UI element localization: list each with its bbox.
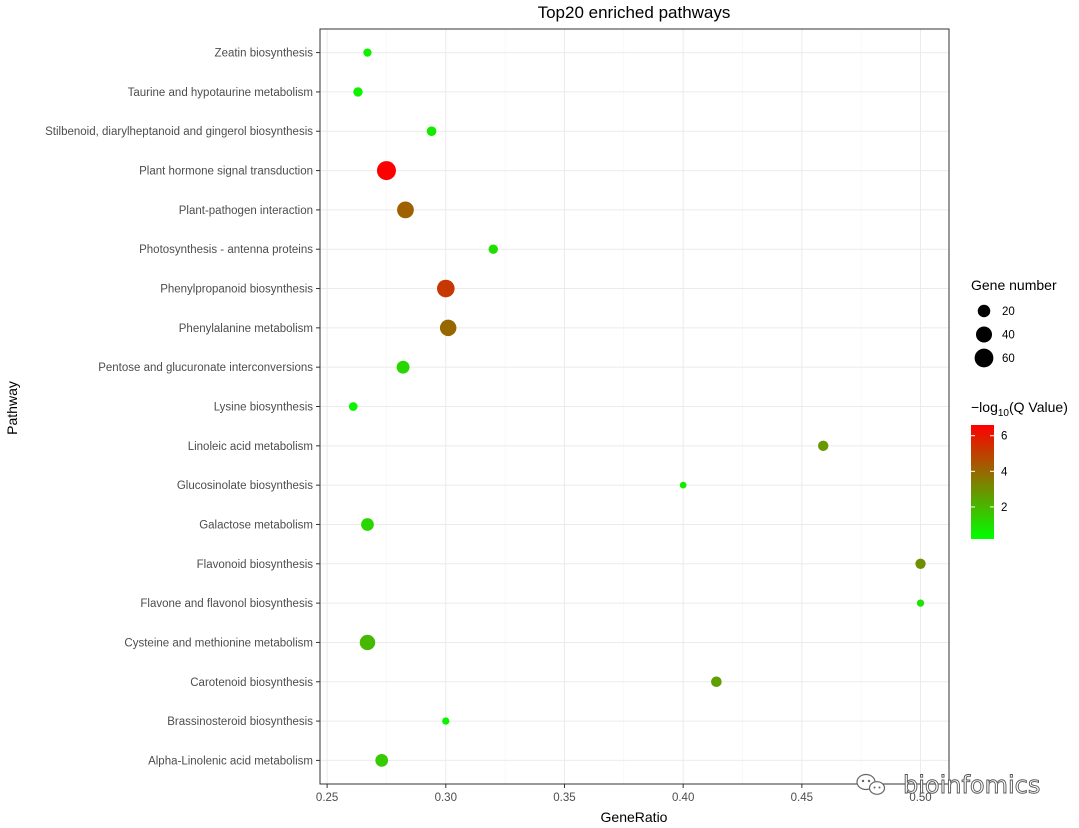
size-legend-label: 60	[1002, 353, 1015, 365]
y-tick-label: Linoleic acid metabolism	[188, 441, 313, 453]
watermark: bioinfomics	[856, 771, 1041, 799]
data-point	[397, 201, 414, 219]
data-point	[711, 676, 722, 688]
data-point	[376, 161, 396, 181]
y-tick-label: Stilbenoid, diarylheptanoid and gingerol…	[45, 126, 313, 138]
y-tick-label: Phenylpropanoid biosynthesis	[160, 284, 313, 296]
y-tick-label: Plant hormone signal transduction	[139, 166, 313, 178]
x-axis: 0.25 0.30 0.35 0.40 0.45 0.50	[316, 784, 932, 804]
color-legend-title-suffix: (Q Value)	[1009, 399, 1068, 415]
data-point	[488, 244, 498, 254]
y-tick-label: Alpha-Linolenic acid metabolism	[148, 755, 313, 767]
size-legend-key	[975, 326, 993, 343]
y-tick-label: Taurine and hypotaurine metabolism	[128, 87, 313, 99]
color-legend: −log10(Q Value) 2 4 6	[971, 399, 1068, 539]
data-point	[353, 87, 363, 97]
y-tick-label: Pentose and glucuronate interconversions	[98, 362, 313, 374]
data-point	[916, 599, 925, 607]
data-point	[396, 360, 410, 374]
y-tick-label: Plant-pathogen interaction	[179, 205, 313, 217]
wechat-icon	[856, 773, 886, 795]
data-point	[363, 48, 372, 57]
data-point	[818, 440, 829, 451]
size-legend: Gene number 20 40 60	[971, 277, 1057, 368]
color-legend-bar	[971, 425, 994, 539]
y-tick-label: Galactose metabolism	[199, 519, 313, 531]
data-point	[915, 558, 926, 569]
color-legend-title: −log10(Q Value)	[971, 399, 1068, 419]
y-tick-label: Glucosinolate biosynthesis	[177, 480, 313, 492]
color-legend-title-prefix: −log	[971, 399, 998, 415]
x-tick-label: 0.45	[791, 792, 813, 804]
data-point	[679, 481, 687, 489]
data-point	[375, 754, 389, 767]
y-tick-label: Brassinosteroid biosynthesis	[167, 716, 313, 728]
data-point	[348, 402, 358, 411]
data-point	[359, 634, 376, 651]
y-axis: Zeatin biosynthesis Taurine and hypotauri…	[45, 48, 320, 767]
x-axis-title: GeneRatio	[601, 809, 668, 825]
color-legend-label: 6	[1001, 431, 1007, 443]
x-tick-label: 0.40	[672, 792, 694, 804]
y-tick-label: Cysteine and methionine metabolism	[124, 637, 313, 649]
data-point	[442, 717, 450, 725]
y-tick-label: Carotenoid biosynthesis	[190, 677, 313, 689]
y-tick-label: Zeatin biosynthesis	[215, 48, 314, 60]
grid	[320, 29, 949, 784]
y-tick-label: Flavonoid biosynthesis	[197, 559, 314, 571]
size-legend-key	[977, 304, 991, 318]
y-tick-label: Photosynthesis - antenna proteins	[139, 244, 313, 256]
x-tick-label: 0.50	[909, 792, 931, 804]
chart-title: Top20 enriched pathways	[538, 3, 731, 22]
size-legend-key	[974, 348, 994, 368]
data-point	[439, 319, 457, 337]
y-tick-label: Lysine biosynthesis	[214, 402, 314, 414]
watermark-text: bioinfomics	[903, 771, 1040, 799]
data-point	[361, 518, 374, 531]
color-legend-title-subscript: 10	[998, 408, 1010, 419]
data-point	[426, 126, 437, 137]
data-point	[436, 279, 455, 298]
color-legend-label: 4	[1001, 466, 1008, 478]
x-tick-label: 0.25	[316, 792, 338, 804]
size-legend-title: Gene number	[971, 277, 1057, 293]
y-tick-label: Phenylalanine metabolism	[179, 323, 313, 335]
size-legend-label: 20	[1002, 306, 1015, 318]
x-tick-label: 0.30	[435, 792, 457, 804]
x-tick-label: 0.35	[553, 792, 575, 804]
data-points	[348, 48, 926, 767]
color-legend-label: 2	[1001, 502, 1007, 514]
y-tick-label: Flavone and flavonol biosynthesis	[140, 598, 313, 610]
y-axis-title: Pathway	[4, 381, 20, 435]
size-legend-label: 40	[1002, 330, 1015, 342]
